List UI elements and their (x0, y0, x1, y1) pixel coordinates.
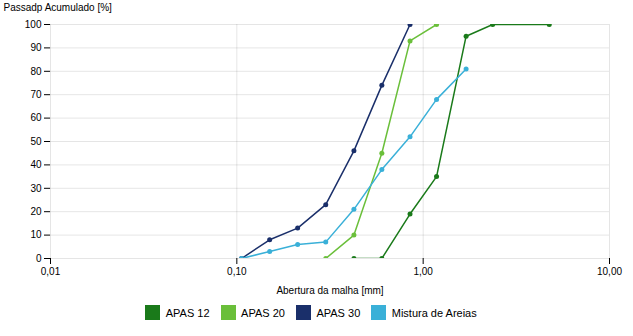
svg-text:1,00: 1,00 (413, 266, 433, 277)
html-text:APAS 30: APAS 30 (316, 306, 361, 319)
svg-text:0: 0 (36, 253, 42, 264)
html-text:APAS 12: APAS 12 (165, 306, 210, 319)
svg-text:40: 40 (30, 159, 42, 170)
svg-text:70: 70 (30, 89, 42, 100)
svg-text:60: 60 (30, 112, 42, 123)
svg-text:90: 90 (30, 42, 42, 53)
svg-text:10,00: 10,00 (597, 266, 622, 277)
svg-text:80: 80 (30, 66, 42, 77)
svg-text:Passadp Acumulado [%]: Passadp Acumulado [%] (4, 2, 113, 13)
svg-text:100: 100 (25, 19, 42, 30)
svg-text:0,10: 0,10 (227, 266, 247, 277)
svg-text:0,01: 0,01 (41, 266, 61, 277)
html-text:Mistura de Areias: Mistura de Areias (391, 306, 477, 319)
svg-text:20: 20 (30, 206, 42, 217)
svg-text:Abertura da malha [mm]: Abertura da malha [mm] (276, 285, 383, 296)
svg-text:50: 50 (30, 136, 42, 147)
svg-text:30: 30 (30, 183, 42, 194)
html-text:APAS 20: APAS 20 (241, 306, 285, 319)
svg-text:10: 10 (30, 229, 42, 240)
